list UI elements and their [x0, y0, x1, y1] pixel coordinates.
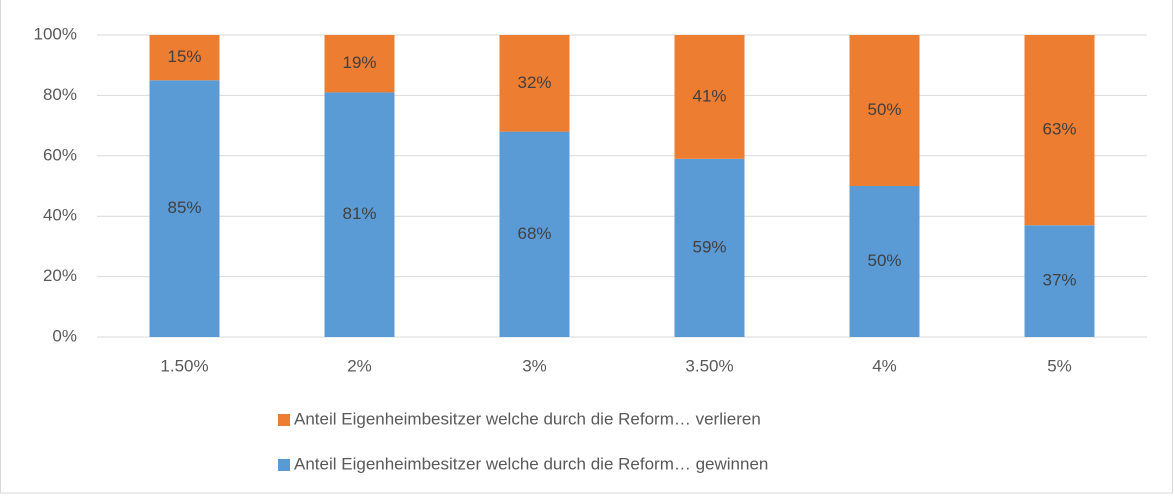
bar-segment	[674, 158, 745, 337]
data-label: 37%	[1042, 271, 1076, 290]
data-label: 32%	[517, 73, 551, 92]
x-tick-label: 4%	[872, 356, 897, 375]
x-tick-label: 2%	[347, 356, 372, 375]
data-label: 41%	[692, 86, 726, 105]
x-tick-label: 1.50%	[160, 356, 208, 375]
y-tick-label: 0%	[52, 326, 77, 345]
data-label: 59%	[692, 237, 726, 256]
bar-segment	[674, 35, 745, 159]
bar-segment	[149, 80, 220, 338]
bar-segment	[1024, 225, 1095, 337]
data-label: 63%	[1042, 120, 1076, 139]
y-tick-label: 100%	[34, 24, 77, 43]
data-label: 85%	[167, 198, 201, 217]
legend-label: Anteil Eigenheimbesitzer welche durch di…	[294, 454, 768, 473]
data-label: 50%	[867, 100, 901, 119]
bar-segment	[499, 131, 570, 337]
data-label: 19%	[342, 53, 376, 72]
x-tick-label: 5%	[1047, 356, 1072, 375]
bar-segment	[499, 35, 570, 132]
y-tick-label: 20%	[43, 266, 77, 285]
y-tick-label: 40%	[43, 206, 77, 225]
y-tick-label: 60%	[43, 145, 77, 164]
bar-segment	[849, 35, 920, 186]
data-label: 68%	[517, 224, 551, 243]
data-label: 15%	[167, 47, 201, 66]
bar-segment	[1024, 35, 1095, 226]
data-label: 81%	[342, 204, 376, 223]
data-label: 50%	[867, 251, 901, 270]
bar-segment	[849, 186, 920, 337]
legend-swatch	[278, 414, 290, 426]
bar-segment	[324, 35, 395, 93]
legend-swatch	[278, 459, 290, 471]
legend-label: Anteil Eigenheimbesitzer welche durch di…	[294, 409, 761, 428]
x-tick-label: 3%	[522, 356, 547, 375]
y-tick-label: 80%	[43, 85, 77, 104]
x-tick-label: 3.50%	[685, 356, 733, 375]
bar-segment	[324, 92, 395, 337]
bar-segment	[149, 35, 220, 81]
